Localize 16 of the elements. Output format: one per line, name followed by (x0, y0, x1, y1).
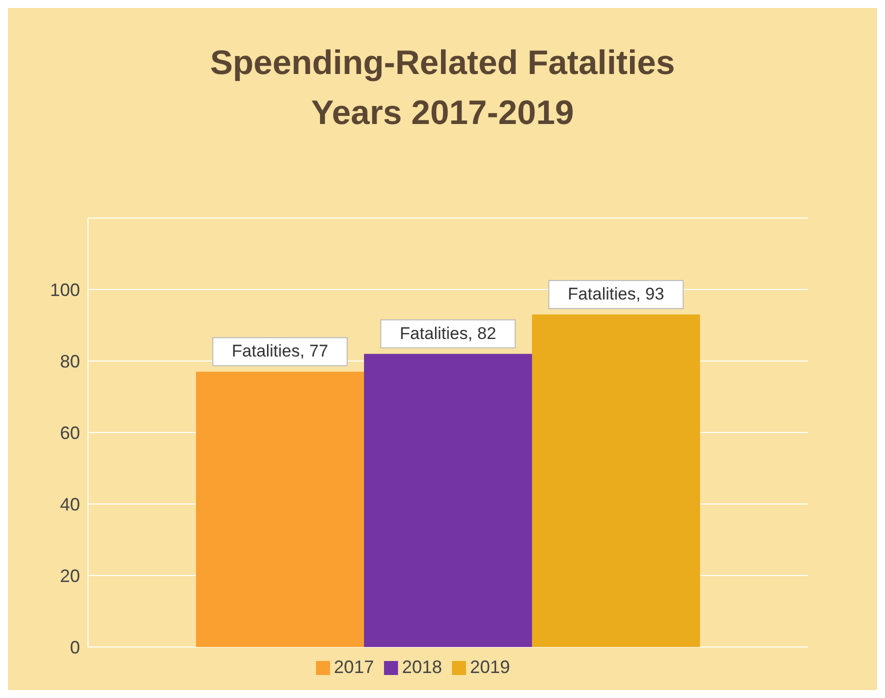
data-label: Fatalities, 93 (568, 284, 664, 304)
y-tick-label: 0 (70, 637, 80, 658)
data-label: Fatalities, 82 (400, 324, 496, 343)
y-tick-label: 20 (60, 566, 80, 586)
legend-label: 2017 (334, 657, 374, 677)
legend-label: 2019 (470, 657, 510, 677)
y-tick-label: 60 (60, 422, 80, 443)
legend-label: 2018 (402, 657, 442, 677)
bar (532, 314, 700, 647)
data-label: Fatalities, 77 (232, 342, 328, 361)
y-tick-label: 100 (50, 280, 80, 300)
bar (364, 354, 532, 647)
chart-title: Speending-Related Fatalities Years 2017-2019 (209, 43, 676, 134)
y-tick-label: 40 (60, 494, 80, 514)
y-tick-label: 80 (60, 351, 80, 372)
bar (196, 372, 364, 647)
